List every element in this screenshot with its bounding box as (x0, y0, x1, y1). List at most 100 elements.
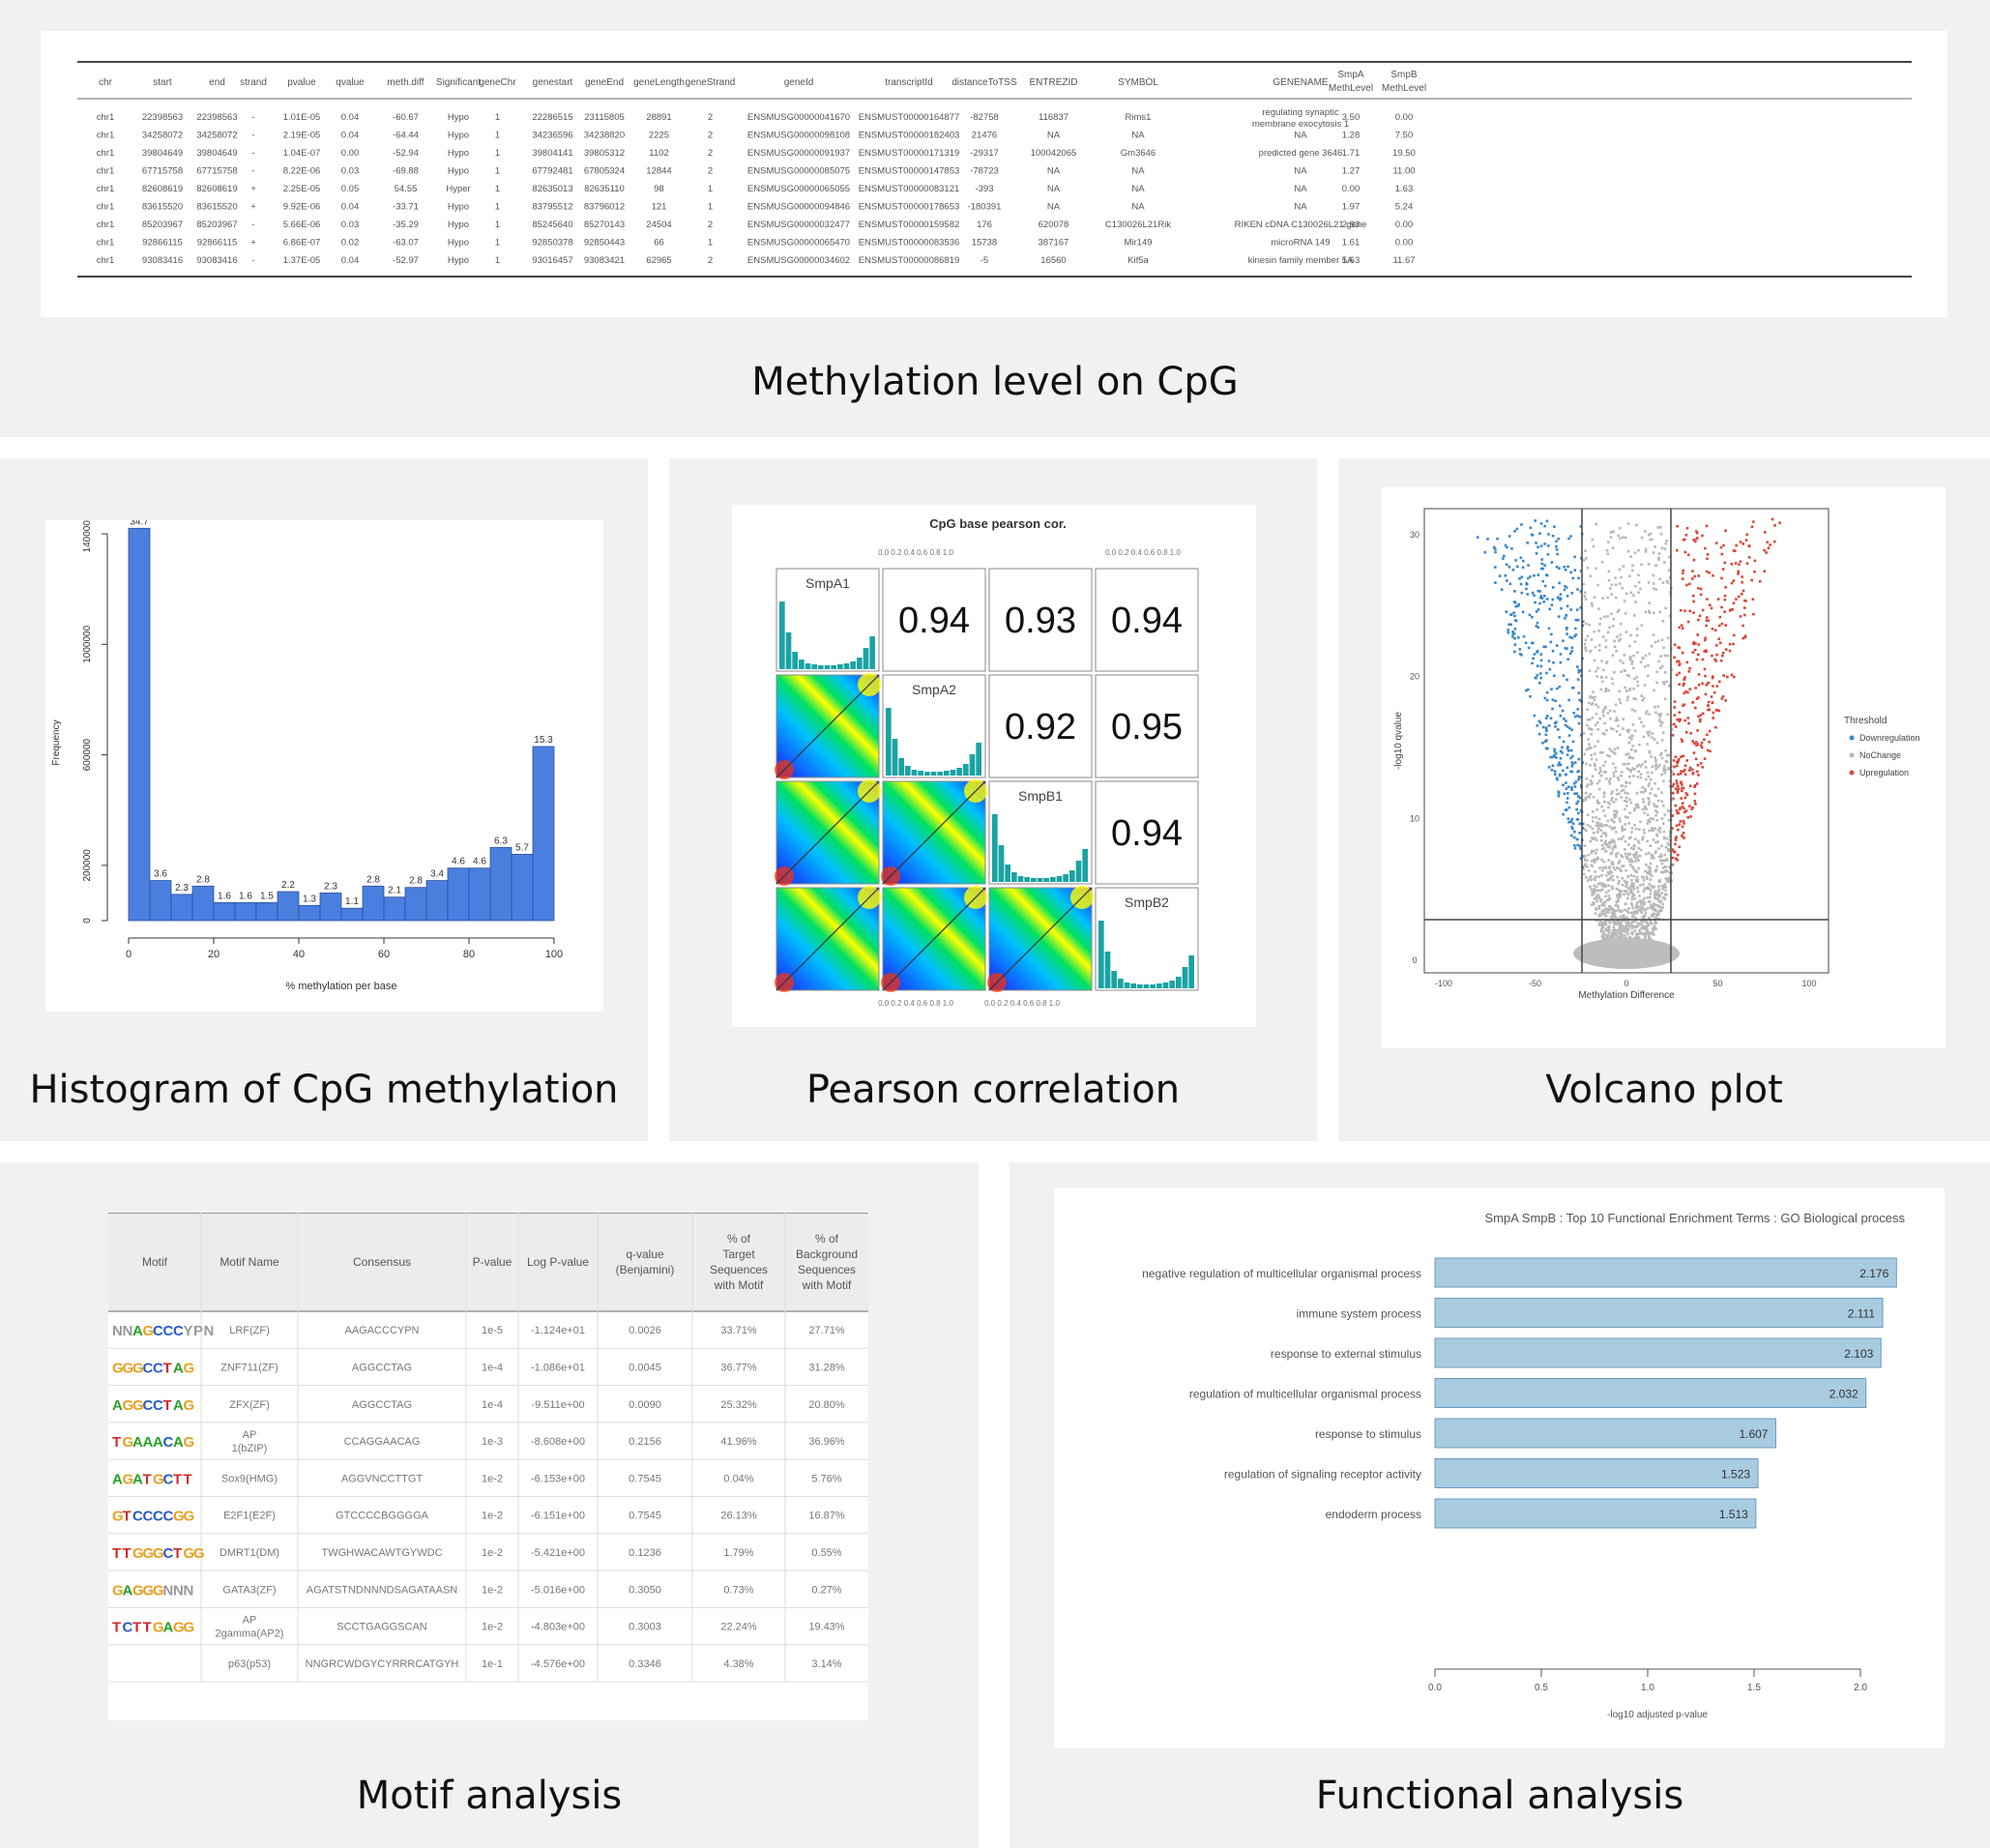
table-header-cell: strand (240, 77, 267, 88)
data-point (1653, 892, 1657, 895)
data-point (1586, 823, 1590, 827)
data-point (1614, 703, 1618, 707)
table-cell: 54.55 (395, 184, 418, 194)
data-point (1681, 789, 1683, 793)
data-point (1668, 865, 1671, 868)
data-point (1665, 753, 1669, 757)
data-point (1661, 620, 1665, 623)
data-point (1638, 899, 1642, 902)
data-point (1633, 929, 1636, 932)
data-point (1652, 908, 1654, 911)
data-point (1679, 608, 1683, 612)
data-point (1639, 660, 1643, 664)
data-point (1682, 684, 1685, 687)
data-point (1701, 658, 1705, 661)
data-point (1631, 912, 1635, 915)
data-point (1615, 730, 1619, 733)
data-point (1585, 748, 1589, 751)
data-point (1629, 591, 1633, 595)
data-point (1635, 851, 1638, 854)
data-point (1744, 600, 1747, 602)
data-point (1665, 680, 1669, 684)
motif-logo-letter: G (184, 1545, 195, 1562)
table-cell: ENSMUSG00000041670 (747, 112, 850, 123)
data-point (1673, 706, 1677, 709)
table-cell: 1.28 (1342, 131, 1361, 141)
motif-cell: 1e-3 (482, 1436, 503, 1448)
data-point (1594, 768, 1597, 772)
data-point (1517, 602, 1520, 606)
data-point (1617, 917, 1621, 920)
data-point (1649, 889, 1653, 893)
data-point (1631, 906, 1634, 910)
data-point (1610, 932, 1614, 935)
data-point (1662, 866, 1665, 869)
data-point (1507, 629, 1509, 631)
data-point (1586, 719, 1590, 721)
data-point (1663, 561, 1666, 564)
table-cell: -52.94 (393, 148, 419, 159)
data-point (1589, 649, 1593, 653)
data-point (1635, 523, 1638, 527)
data-point (1586, 567, 1590, 570)
y-tick-label: 1000000 (82, 625, 93, 662)
data-point (1678, 646, 1682, 650)
data-point (1570, 834, 1573, 837)
table-cell: 1 (495, 112, 500, 123)
table-cell: ENSMUST00000164877 (859, 112, 960, 123)
data-point (1631, 745, 1635, 748)
data-point (1651, 886, 1654, 890)
data-point (1694, 642, 1697, 645)
data-point (1597, 904, 1601, 908)
y-tick-label: 20 (1410, 672, 1419, 682)
data-point (1614, 719, 1618, 722)
data-point (1593, 897, 1596, 900)
data-point (1607, 919, 1611, 923)
data-point (1632, 614, 1636, 617)
data-point (1618, 792, 1621, 796)
data-point (1681, 802, 1684, 806)
motif-logo-letter: T (143, 1620, 152, 1636)
data-point (1720, 654, 1724, 658)
data-point (1553, 770, 1557, 773)
data-point (1628, 811, 1631, 814)
data-point (1683, 691, 1686, 695)
data-point (1600, 858, 1603, 862)
data-point (1653, 922, 1656, 925)
data-point (1551, 764, 1555, 768)
data-point (1656, 705, 1660, 709)
data-point (1627, 836, 1631, 840)
data-point (1493, 566, 1497, 569)
motif-logo-letter: G (143, 1323, 155, 1339)
data-point (1614, 813, 1618, 817)
data-point (1528, 613, 1532, 617)
data-point (1553, 674, 1556, 678)
methylation-table: chr start end strand pvalue qvalue meth.diff Si… (77, 61, 1912, 278)
motif-card: Motif Motif Name Consensus P-value Log P-val… (108, 1213, 868, 1720)
data-point (1611, 654, 1615, 657)
data-point (1642, 883, 1645, 886)
data-point (1595, 758, 1598, 761)
data-point (1664, 868, 1668, 872)
data-point (1608, 865, 1612, 868)
table-cell: 176 (977, 220, 992, 230)
data-point (1713, 629, 1717, 632)
data-point (1579, 808, 1583, 812)
data-point (1637, 770, 1640, 774)
correlation-cell (988, 568, 1093, 672)
motif-logo-letter: C (143, 1360, 154, 1376)
data-point (1591, 538, 1595, 542)
data-point (1649, 937, 1653, 941)
data-point (1627, 936, 1631, 939)
data-point (1644, 712, 1648, 716)
data-point (1619, 633, 1622, 636)
motif-cell: DMRT1(DM) (219, 1547, 279, 1559)
motif-cell: 31.28% (808, 1362, 845, 1373)
data-point (1717, 637, 1720, 641)
histogram-bar-label: 6.3 (494, 836, 508, 846)
motif-cell: NNGRCWDGYCYRRRCATGYH (306, 1658, 459, 1670)
top-axis-ticks: 0.0 0.2 0.4 0.6 0.8 1.0 (878, 548, 953, 557)
data-point (1601, 832, 1605, 835)
data-point (1494, 547, 1497, 551)
data-point (1640, 720, 1643, 724)
